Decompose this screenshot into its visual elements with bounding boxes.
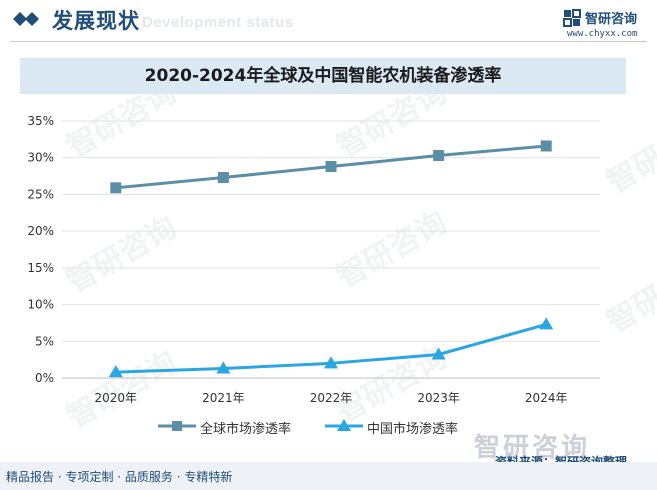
legend-label-china: 中国市场渗透率	[367, 422, 459, 437]
data-point-global	[540, 140, 552, 152]
brand-logo-icon	[563, 9, 581, 27]
data-point-china	[108, 365, 123, 378]
y-tick-label: 0%	[35, 371, 54, 385]
y-tick-label: 20%	[27, 224, 54, 238]
header-divider	[10, 41, 647, 42]
brand-url: www.chyxx.com	[567, 29, 638, 39]
legend-triangle-marker-icon	[325, 419, 363, 431]
x-tick-label: 2020年	[95, 391, 138, 405]
header-subtitle: Development status	[142, 14, 294, 31]
line-chart: 0% 5% 10% 15% 20% 25% 30% 35% 2020年 2021年 2022年 202…	[27, 114, 600, 405]
brand-name: 智研咨询	[585, 12, 638, 27]
page-header: Development status 发展现状 智研咨询 www.chyxx.c…	[0, 0, 657, 44]
x-tick-label: 2023年	[417, 391, 460, 405]
x-tick-label: 2021年	[202, 391, 245, 405]
footer-bar	[0, 462, 657, 490]
y-tick-label: 25%	[27, 187, 54, 201]
data-point-global	[325, 161, 337, 173]
data-point-china	[539, 317, 554, 330]
y-tick-label: 10%	[27, 298, 54, 312]
data-point-china	[324, 356, 338, 369]
footer-tagline: 精品报告 · 专项定制 · 品质服务 · 专精特新	[6, 470, 233, 484]
chart-title-band: 2020-2024年全球及中国智能农机装备渗透率	[20, 58, 626, 94]
data-point-china	[431, 347, 446, 360]
x-tick-label: 2022年	[310, 391, 353, 405]
legend-square-marker-icon	[158, 421, 196, 431]
y-tick-label: 15%	[27, 261, 54, 275]
data-point-global	[433, 150, 445, 162]
y-tick-label: 5%	[35, 334, 54, 348]
chart-title: 2020-2024年全球及中国智能农机装备渗透率	[144, 66, 502, 86]
data-point-china	[216, 361, 231, 374]
y-tick-label: 30%	[27, 151, 54, 165]
data-point-global	[217, 172, 229, 184]
x-tick-label: 2024年	[525, 391, 568, 405]
footer-logo-text: 智研咨询	[474, 433, 591, 463]
diamond-icon	[13, 12, 39, 26]
page-title: 发展现状	[52, 9, 140, 33]
y-tick-label: 35%	[27, 114, 54, 128]
data-point-global	[110, 182, 122, 194]
legend-label-global: 全球市场渗透率	[200, 422, 292, 437]
